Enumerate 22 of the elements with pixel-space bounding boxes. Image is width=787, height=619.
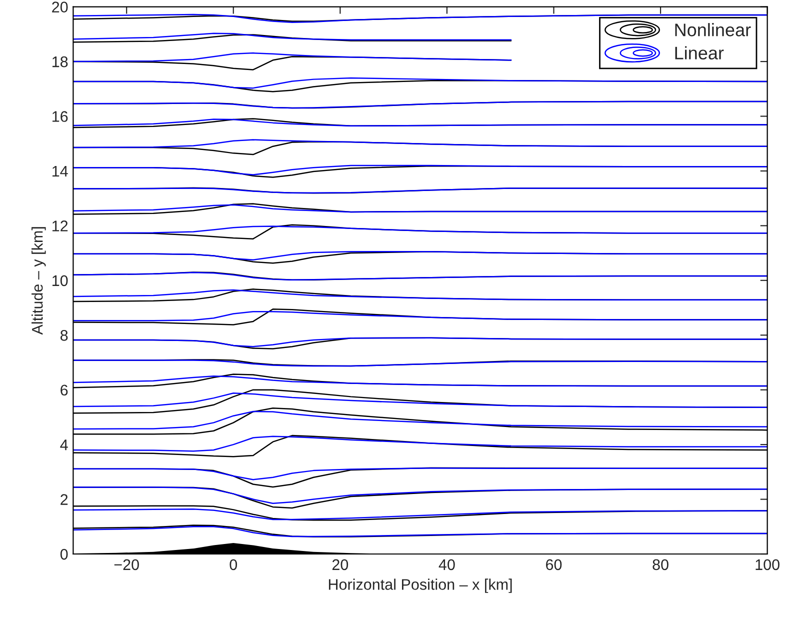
y-tick-label: 6: [60, 384, 68, 396]
x-tick-label: 80: [652, 559, 668, 570]
y-tick-label: 12: [52, 220, 68, 232]
x-tick-label: −20: [114, 559, 139, 570]
y-tick-label: 4: [60, 440, 68, 450]
y-tick-label: 16: [52, 111, 68, 122]
legend-label: Nonlinear: [675, 23, 751, 36]
y-axis-title: Altitude – y [km]: [32, 227, 46, 335]
x-tick-label: 100: [756, 559, 780, 570]
legend-label: Linear: [675, 46, 724, 60]
x-tick-label: 40: [438, 559, 455, 570]
x-tick-label: 0: [230, 559, 238, 570]
y-tick-label: 18: [52, 56, 68, 68]
y-tick-label: 10: [52, 275, 68, 286]
y-tick-label: 0: [60, 548, 68, 560]
y-tick-label: 20: [52, 2, 68, 12]
y-tick-label: 14: [52, 166, 68, 177]
y-tick-label: 2: [60, 494, 68, 505]
y-tick-label: 8: [60, 330, 68, 341]
x-axis-title: Horizontal Position – x [km]: [328, 578, 512, 593]
x-tick-label: 20: [332, 559, 348, 570]
x-tick-label: 60: [546, 559, 562, 570]
